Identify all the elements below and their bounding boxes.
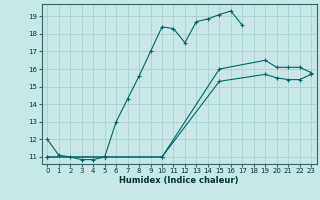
X-axis label: Humidex (Indice chaleur): Humidex (Indice chaleur): [119, 176, 239, 185]
